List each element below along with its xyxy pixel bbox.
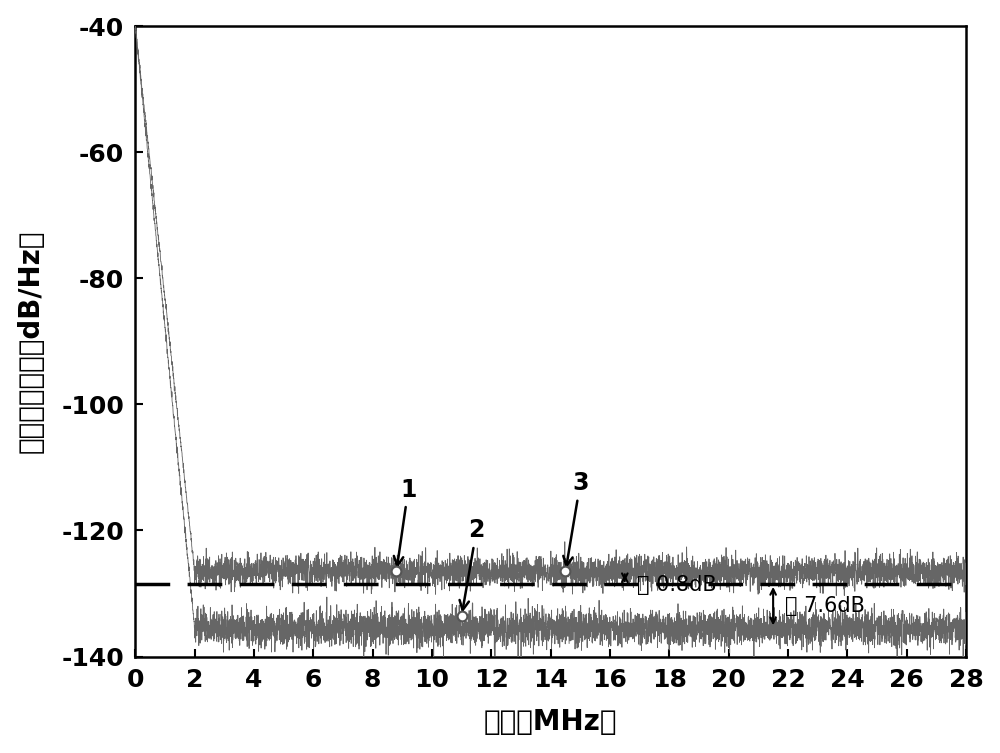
Text: 3: 3 [563, 471, 589, 566]
Text: 1: 1 [394, 477, 416, 566]
X-axis label: 频率（MHz）: 频率（MHz） [484, 709, 617, 736]
Y-axis label: 相对强度噪声（dB/Hz）: 相对强度噪声（dB/Hz） [17, 230, 45, 453]
Text: 约 0.8dB: 约 0.8dB [637, 575, 716, 595]
Text: 约 7.6dB: 约 7.6dB [785, 596, 865, 616]
Text: 2: 2 [460, 519, 485, 610]
